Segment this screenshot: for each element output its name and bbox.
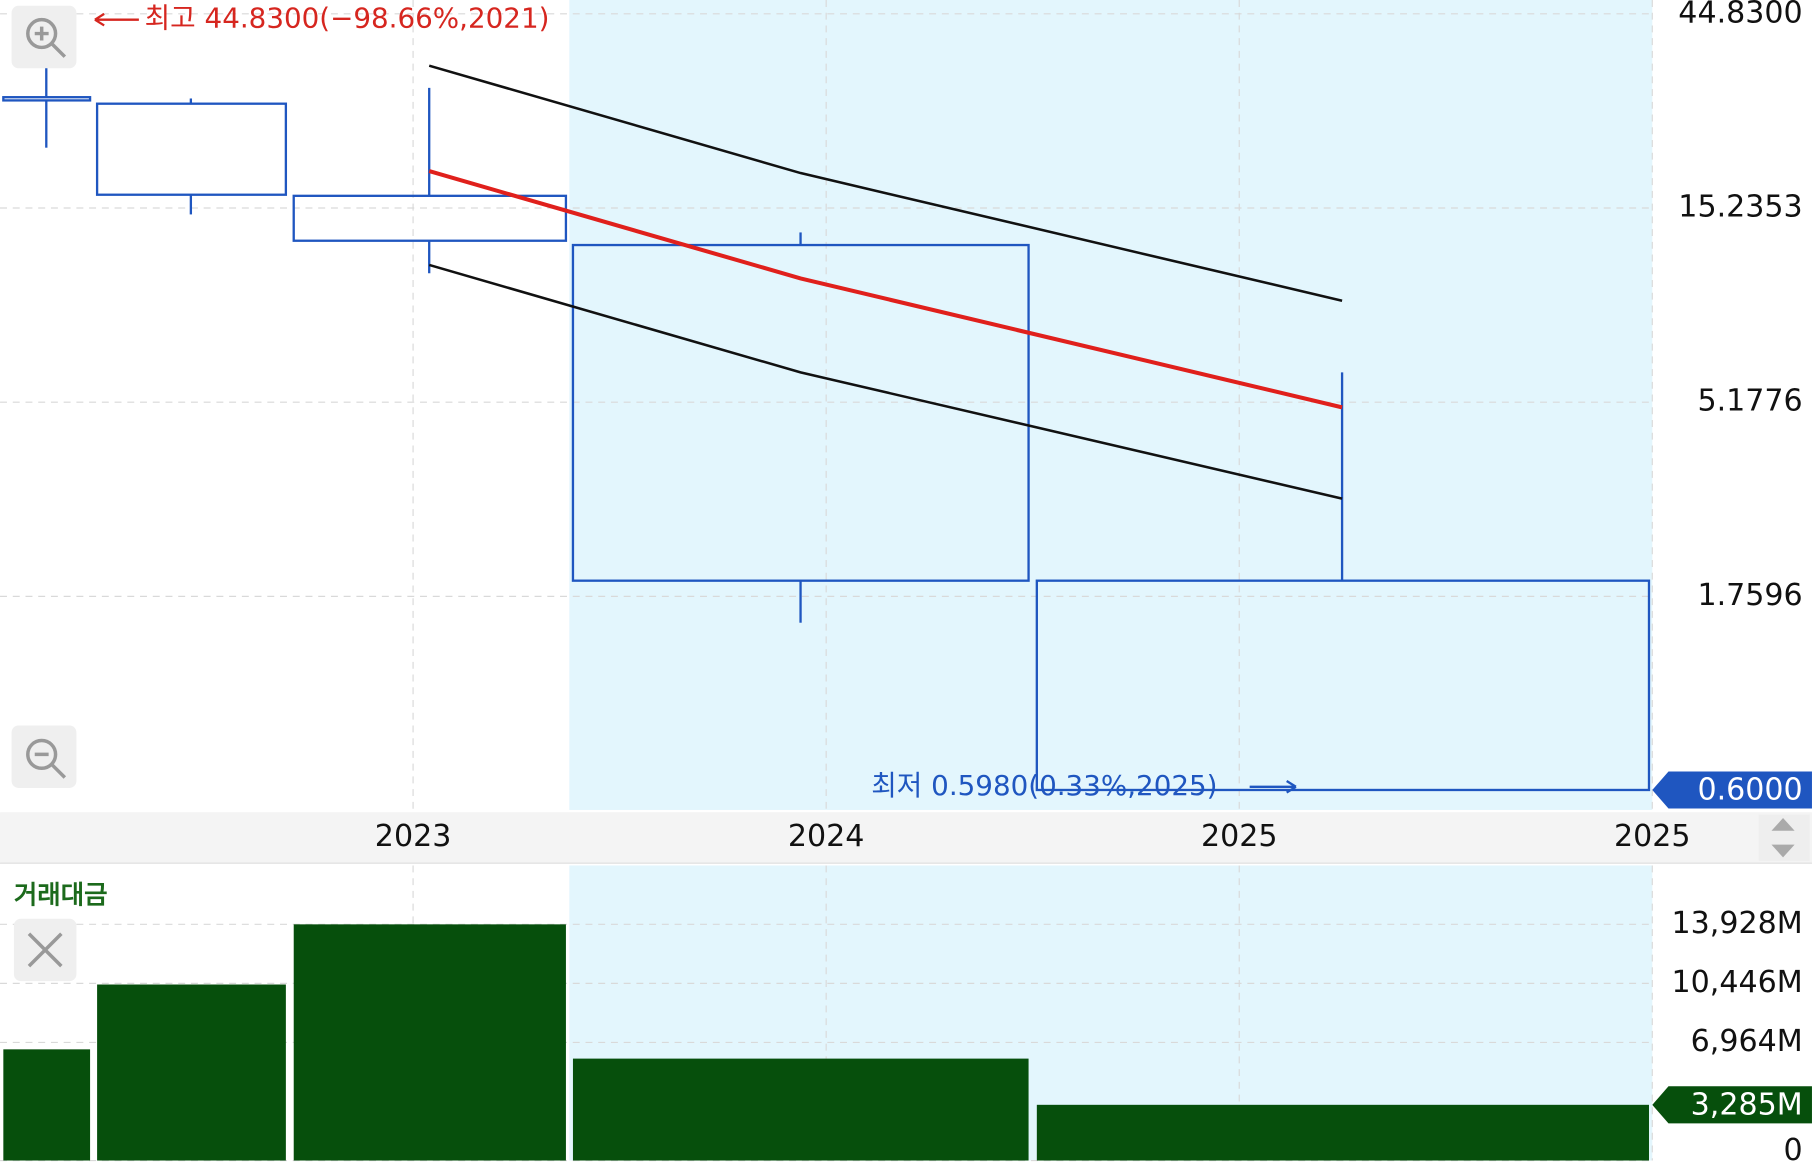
y-tick-label: 13,928M: [1672, 906, 1803, 941]
low-arrow: [1249, 780, 1297, 794]
zoom-in-icon[interactable]: [34, 26, 67, 58]
y-tick-label: 10,446M: [1672, 965, 1803, 1000]
candle-body: [95, 102, 288, 196]
bar: [293, 924, 566, 1161]
candle-body: [292, 194, 568, 242]
candle-body: [571, 243, 1030, 582]
panel-title: 거래대금: [14, 881, 108, 911]
candle-body: [2, 96, 92, 102]
band-line: [428, 263, 1343, 500]
y-tick-label: 15.2353: [1678, 189, 1802, 224]
zoom-out-bg[interactable]: [11, 725, 77, 788]
y-tick-label: 44.8300: [1678, 0, 1802, 30]
scroll-arrows[interactable]: [1771, 818, 1795, 858]
zoom-out-icon[interactable]: [34, 752, 67, 779]
zoom-in-button[interactable]: [11, 5, 77, 69]
zoom-out-icon[interactable]: [26, 738, 58, 771]
high-arrow: [94, 12, 139, 27]
x-tick-label: 2025: [1201, 819, 1278, 854]
band-line: [428, 64, 1343, 302]
bar: [97, 984, 286, 1161]
y-tick-label: 5.1776: [1697, 384, 1802, 419]
last-value-label: 0.6000: [1697, 773, 1802, 808]
x-axis-band: [0, 812, 1812, 864]
last-value-tag: [1652, 1086, 1812, 1124]
band-line: [428, 169, 1343, 410]
y-tick-label: 1.7596: [1697, 578, 1802, 613]
close-icon[interactable]: [27, 932, 63, 968]
last-value-tag: [1652, 771, 1812, 809]
y-tick-label: 0: [1784, 1133, 1803, 1167]
zoom-out-button[interactable]: [11, 725, 77, 788]
bar: [3, 1049, 91, 1161]
bar: [572, 1058, 1029, 1161]
x-tick-label: 2025: [1614, 819, 1691, 854]
candle-body: [1035, 579, 1651, 792]
y-tick-label: 6,964M: [1691, 1024, 1803, 1059]
zoom-in-bg[interactable]: [11, 5, 77, 69]
highlight-region: [569, 0, 1653, 810]
x-tick-label: 2023: [375, 819, 452, 854]
last-value-label: 3,285M: [1691, 1087, 1803, 1122]
zoom-in-icon[interactable]: [26, 17, 58, 50]
low-annotation: 최저 0.5980(0.33%,2025): [871, 769, 1217, 802]
close-button[interactable]: [13, 918, 77, 982]
high-annotation: 최고 44.8300(−98.66%,2021): [145, 2, 550, 35]
bar: [1036, 1104, 1649, 1161]
x-tick-label: 2024: [788, 819, 865, 854]
